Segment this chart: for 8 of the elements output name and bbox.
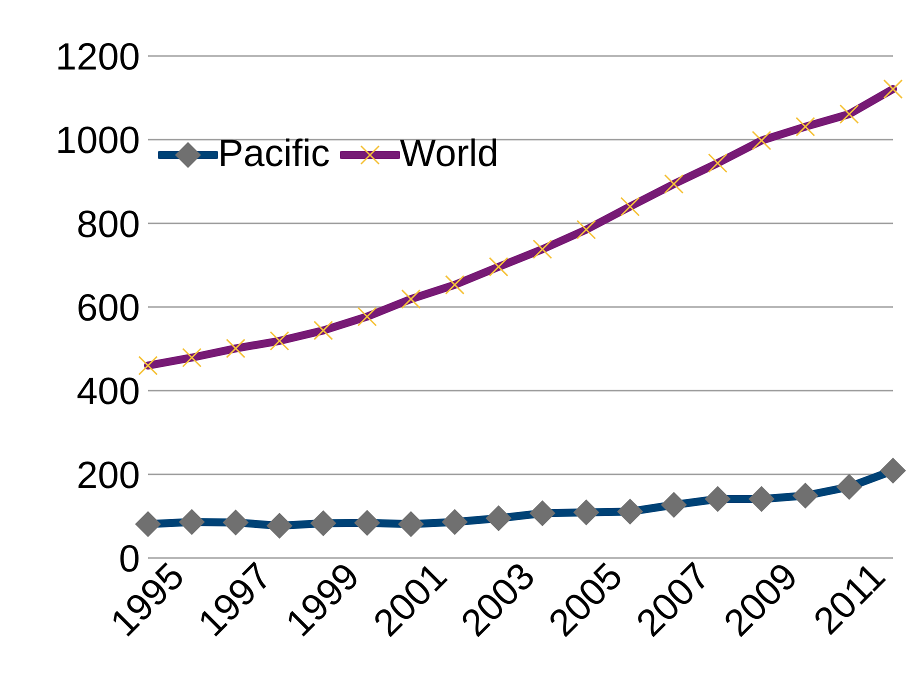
legend-label: Pacific — [217, 133, 330, 176]
y-tick-label: 400 — [76, 371, 140, 414]
y-tick-label: 1000 — [55, 120, 140, 162]
y-tick-label: 800 — [76, 204, 140, 246]
y-tick-label: 200 — [76, 454, 140, 497]
legend-label: World — [398, 133, 498, 176]
y-tick-label: 1200 — [55, 36, 140, 78]
y-tick-label: 600 — [76, 287, 140, 330]
